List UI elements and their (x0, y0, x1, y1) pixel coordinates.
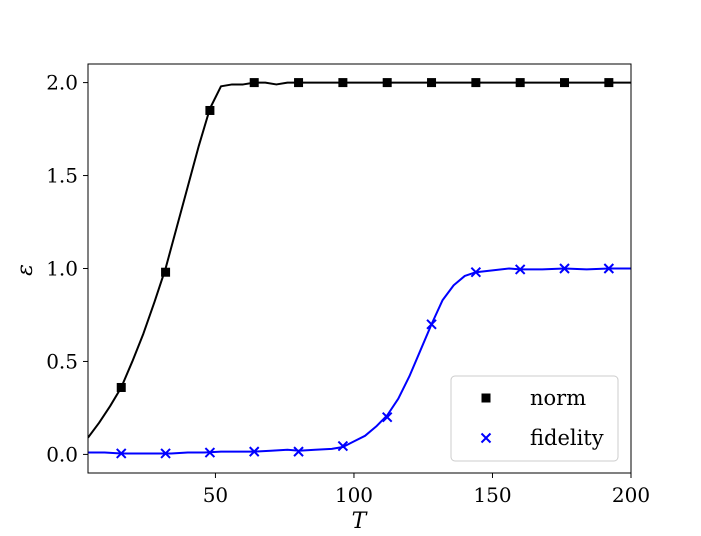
y-axis: 0.0 0.5 1.0 1.5 2.0 (46, 71, 88, 466)
data-point-norm (338, 78, 348, 88)
data-point-fidelity (381, 412, 393, 423)
legend-marker-norm (481, 393, 491, 403)
x-tick-label: 100 (335, 483, 373, 507)
x-tick-label: 50 (203, 483, 228, 507)
y-tick-label: 2.0 (46, 71, 78, 95)
data-point-fidelity (337, 440, 349, 452)
data-point-norm (382, 78, 392, 88)
y-tick-label: 0.5 (46, 349, 78, 373)
data-point-fidelity (514, 264, 526, 275)
data-point-norm (249, 78, 259, 88)
y-tick-label: 1.0 (46, 257, 78, 281)
data-point-fidelity (116, 448, 127, 459)
y-axis-label: ε (13, 264, 38, 276)
legend-marker-fidelity (480, 432, 492, 444)
data-point-fidelity (293, 446, 304, 457)
data-point-norm (294, 78, 304, 88)
x-tick-label: 200 (612, 483, 650, 507)
data-point-norm (161, 267, 171, 277)
data-point-fidelity (249, 446, 260, 457)
x-axis-label: T (352, 509, 369, 532)
legend-label-fidelity: fidelity (530, 426, 604, 450)
series-line-fidelity (88, 267, 631, 455)
data-point-fidelity (470, 267, 482, 278)
legend-label-norm: norm (530, 386, 586, 410)
data-point-norm (427, 78, 437, 88)
data-point-fidelity (559, 263, 570, 274)
data-point-norm (560, 78, 570, 88)
data-point-norm (471, 78, 481, 88)
data-point-fidelity (426, 319, 437, 330)
plot-marks (88, 78, 631, 459)
data-point-fidelity (603, 263, 615, 274)
legend: norm fidelity (450, 375, 619, 462)
data-point-fidelity (204, 447, 216, 458)
data-point-norm (116, 382, 126, 392)
legend-box (450, 375, 619, 462)
y-tick-label: 1.5 (46, 164, 78, 188)
data-point-fidelity (160, 448, 171, 459)
y-tick-label: 0.0 (46, 442, 78, 466)
x-axis: 50 100 150 200 (203, 473, 650, 507)
x-tick-label: 150 (473, 483, 511, 507)
data-point-norm (604, 78, 614, 88)
data-point-norm (515, 78, 525, 88)
data-point-norm (205, 105, 215, 115)
